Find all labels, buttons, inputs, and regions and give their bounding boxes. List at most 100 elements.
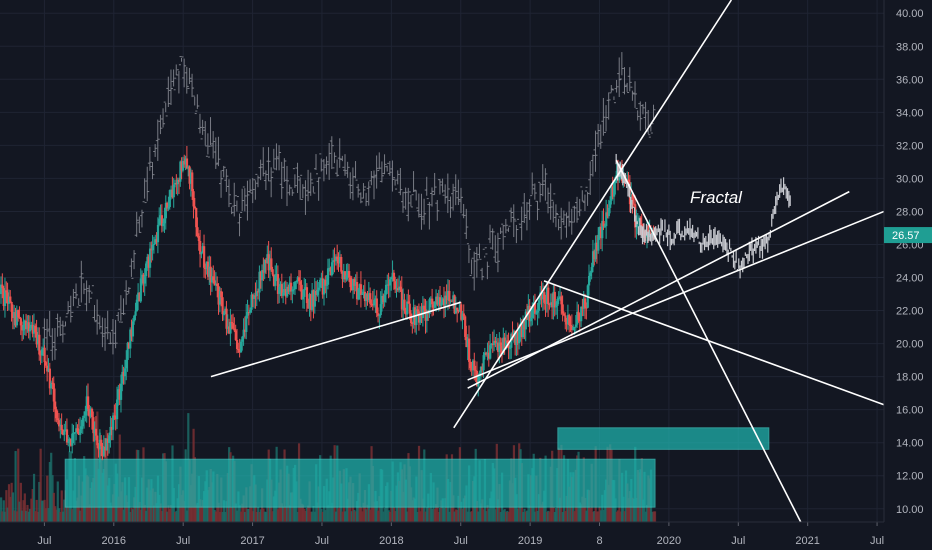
volume-bar	[565, 495, 568, 522]
candle-body	[14, 312, 17, 326]
candle-body	[183, 161, 186, 165]
candle-body	[200, 252, 203, 255]
volume-bar	[32, 473, 36, 522]
candle-body	[123, 368, 127, 377]
price-axis[interactable]: 10.00 12.00 14.00 16.00 18.00 20.00 22.00 24.00…	[883, 0, 924, 522]
time-axis[interactable]: Jul 2016 Jul 2017 Jul 2018 Jul 2019 8 2020 Jul 2021…	[0, 521, 884, 547]
candle-body	[229, 321, 232, 334]
candle-body	[76, 428, 79, 432]
candle-body	[109, 426, 112, 436]
candle-body	[432, 304, 435, 308]
candle-body	[38, 334, 41, 355]
volume-bar	[174, 511, 177, 522]
candle-body	[606, 212, 609, 217]
candle-body	[370, 303, 373, 305]
volume-bar	[185, 510, 189, 522]
volume-bar	[155, 503, 158, 522]
candle-body	[168, 190, 171, 207]
volume-bar	[591, 511, 595, 522]
volume-bar	[48, 461, 51, 522]
candle-body	[233, 328, 236, 331]
volume-bar	[258, 511, 261, 522]
volume-bar	[537, 494, 541, 522]
volume-bar	[35, 499, 38, 522]
candle-body	[279, 284, 282, 287]
volume-bar	[536, 510, 539, 522]
volume-bar	[321, 511, 324, 522]
candle-body	[180, 161, 183, 171]
candle-body	[325, 284, 328, 286]
candle-body	[159, 215, 162, 219]
volume-bar	[623, 511, 626, 522]
candle-body	[574, 324, 578, 327]
volume-bar	[482, 509, 485, 522]
volume-bar	[175, 510, 178, 522]
volume-bar	[222, 500, 226, 522]
candle-body	[524, 311, 527, 330]
candle-body	[315, 291, 318, 295]
candle-body	[283, 289, 286, 293]
volume-bar	[462, 498, 465, 522]
candle-body	[154, 239, 157, 244]
candle-body	[113, 415, 116, 417]
volume-bar	[88, 504, 91, 522]
candle-body	[435, 296, 438, 302]
candle-body	[300, 284, 303, 300]
x-tick-label: 2021	[795, 535, 819, 547]
trendlines[interactable]	[210, 0, 885, 523]
candle-body	[114, 415, 117, 420]
candle-body	[167, 206, 170, 209]
volume-bar	[602, 509, 605, 522]
candle-body	[506, 340, 509, 343]
volume-bar	[469, 511, 472, 522]
candle-body	[10, 301, 13, 312]
volume-bar	[218, 512, 222, 522]
candle-body	[498, 342, 501, 352]
volume-bar	[67, 507, 70, 522]
volume-bar	[475, 501, 479, 522]
candle-body	[96, 435, 99, 446]
candle-body	[191, 172, 194, 192]
volume-bar	[369, 509, 372, 522]
candle-body	[313, 291, 316, 307]
candle-body	[439, 297, 442, 306]
candle-body	[601, 220, 604, 239]
candle-body	[342, 271, 345, 280]
volume-bar	[26, 504, 29, 522]
volume-bar	[301, 504, 305, 522]
x-tick-label: 2017	[240, 535, 264, 547]
candle-body	[278, 286, 281, 294]
volume-bar	[288, 505, 291, 522]
candle-body	[239, 341, 243, 353]
candle-body	[528, 305, 531, 322]
candle-body	[611, 186, 614, 197]
support-zones[interactable]	[64, 427, 770, 508]
volume-bar	[296, 511, 299, 522]
candle-body	[247, 311, 251, 313]
candle-body	[284, 289, 287, 297]
candle-body	[337, 259, 340, 264]
volume-bar	[138, 502, 141, 522]
candle-body	[321, 278, 324, 295]
candle-body	[116, 399, 119, 420]
candle-body	[371, 304, 374, 306]
candle-body	[416, 309, 419, 312]
x-tick-label: 2020	[657, 535, 681, 547]
volume-bar	[170, 504, 173, 522]
candle-body	[408, 303, 411, 314]
candle-body	[595, 242, 599, 251]
candle-body	[483, 352, 487, 356]
candle-body	[71, 433, 74, 446]
candle-body	[176, 179, 179, 185]
candle-body	[6, 292, 9, 304]
candle-body	[330, 262, 334, 276]
volume-bar	[54, 506, 57, 522]
volume-bar	[79, 510, 82, 522]
candle-body	[220, 291, 223, 298]
candle-body	[22, 324, 25, 331]
candle-body	[479, 366, 483, 373]
volume-bar	[435, 504, 438, 522]
volume-bar	[63, 499, 66, 522]
candle-body	[349, 277, 352, 288]
